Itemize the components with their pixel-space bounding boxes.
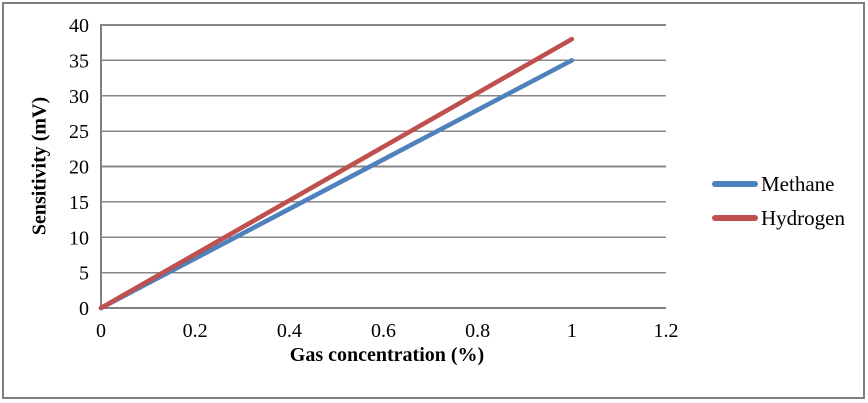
y-tick-label: 0 [79, 298, 89, 320]
x-tick-label: 0.8 [465, 320, 490, 342]
x-tick-label: 1 [567, 320, 577, 342]
legend-label-methane: Methane [761, 171, 835, 196]
series-line-methane[interactable] [98, 58, 575, 311]
x-axis-title: Gas concentration (%) [289, 344, 485, 366]
x-tick-label: 0.2 [183, 320, 208, 342]
y-tick-label: 5 [79, 263, 89, 285]
x-tick-label: 0 [96, 320, 106, 342]
legend-label-hydrogen: Hydrogen [761, 205, 845, 230]
x-tick-label: 0.4 [277, 320, 302, 342]
legend-item-methane[interactable]: Methane [712, 167, 845, 201]
y-tick-label: 15 [69, 192, 89, 214]
legend: Methane Hydrogen [712, 167, 845, 235]
y-tick-label: 30 [69, 86, 89, 108]
y-tick-label: 25 [69, 121, 89, 143]
y-tick-label: 40 [69, 15, 89, 37]
legend-marker-methane [712, 181, 758, 187]
x-tick-label: 1.2 [654, 320, 679, 342]
series-line-hydrogen[interactable] [98, 36, 575, 311]
y-tick-label: 35 [69, 50, 89, 72]
x-tick-label: 0.6 [371, 320, 396, 342]
y-tick-label: 10 [69, 227, 89, 249]
y-tick-label: 20 [69, 157, 89, 179]
y-axis-title: Sensitivity (mV) [28, 96, 51, 236]
legend-item-hydrogen[interactable]: Hydrogen [712, 201, 845, 235]
legend-marker-hydrogen [712, 215, 758, 221]
